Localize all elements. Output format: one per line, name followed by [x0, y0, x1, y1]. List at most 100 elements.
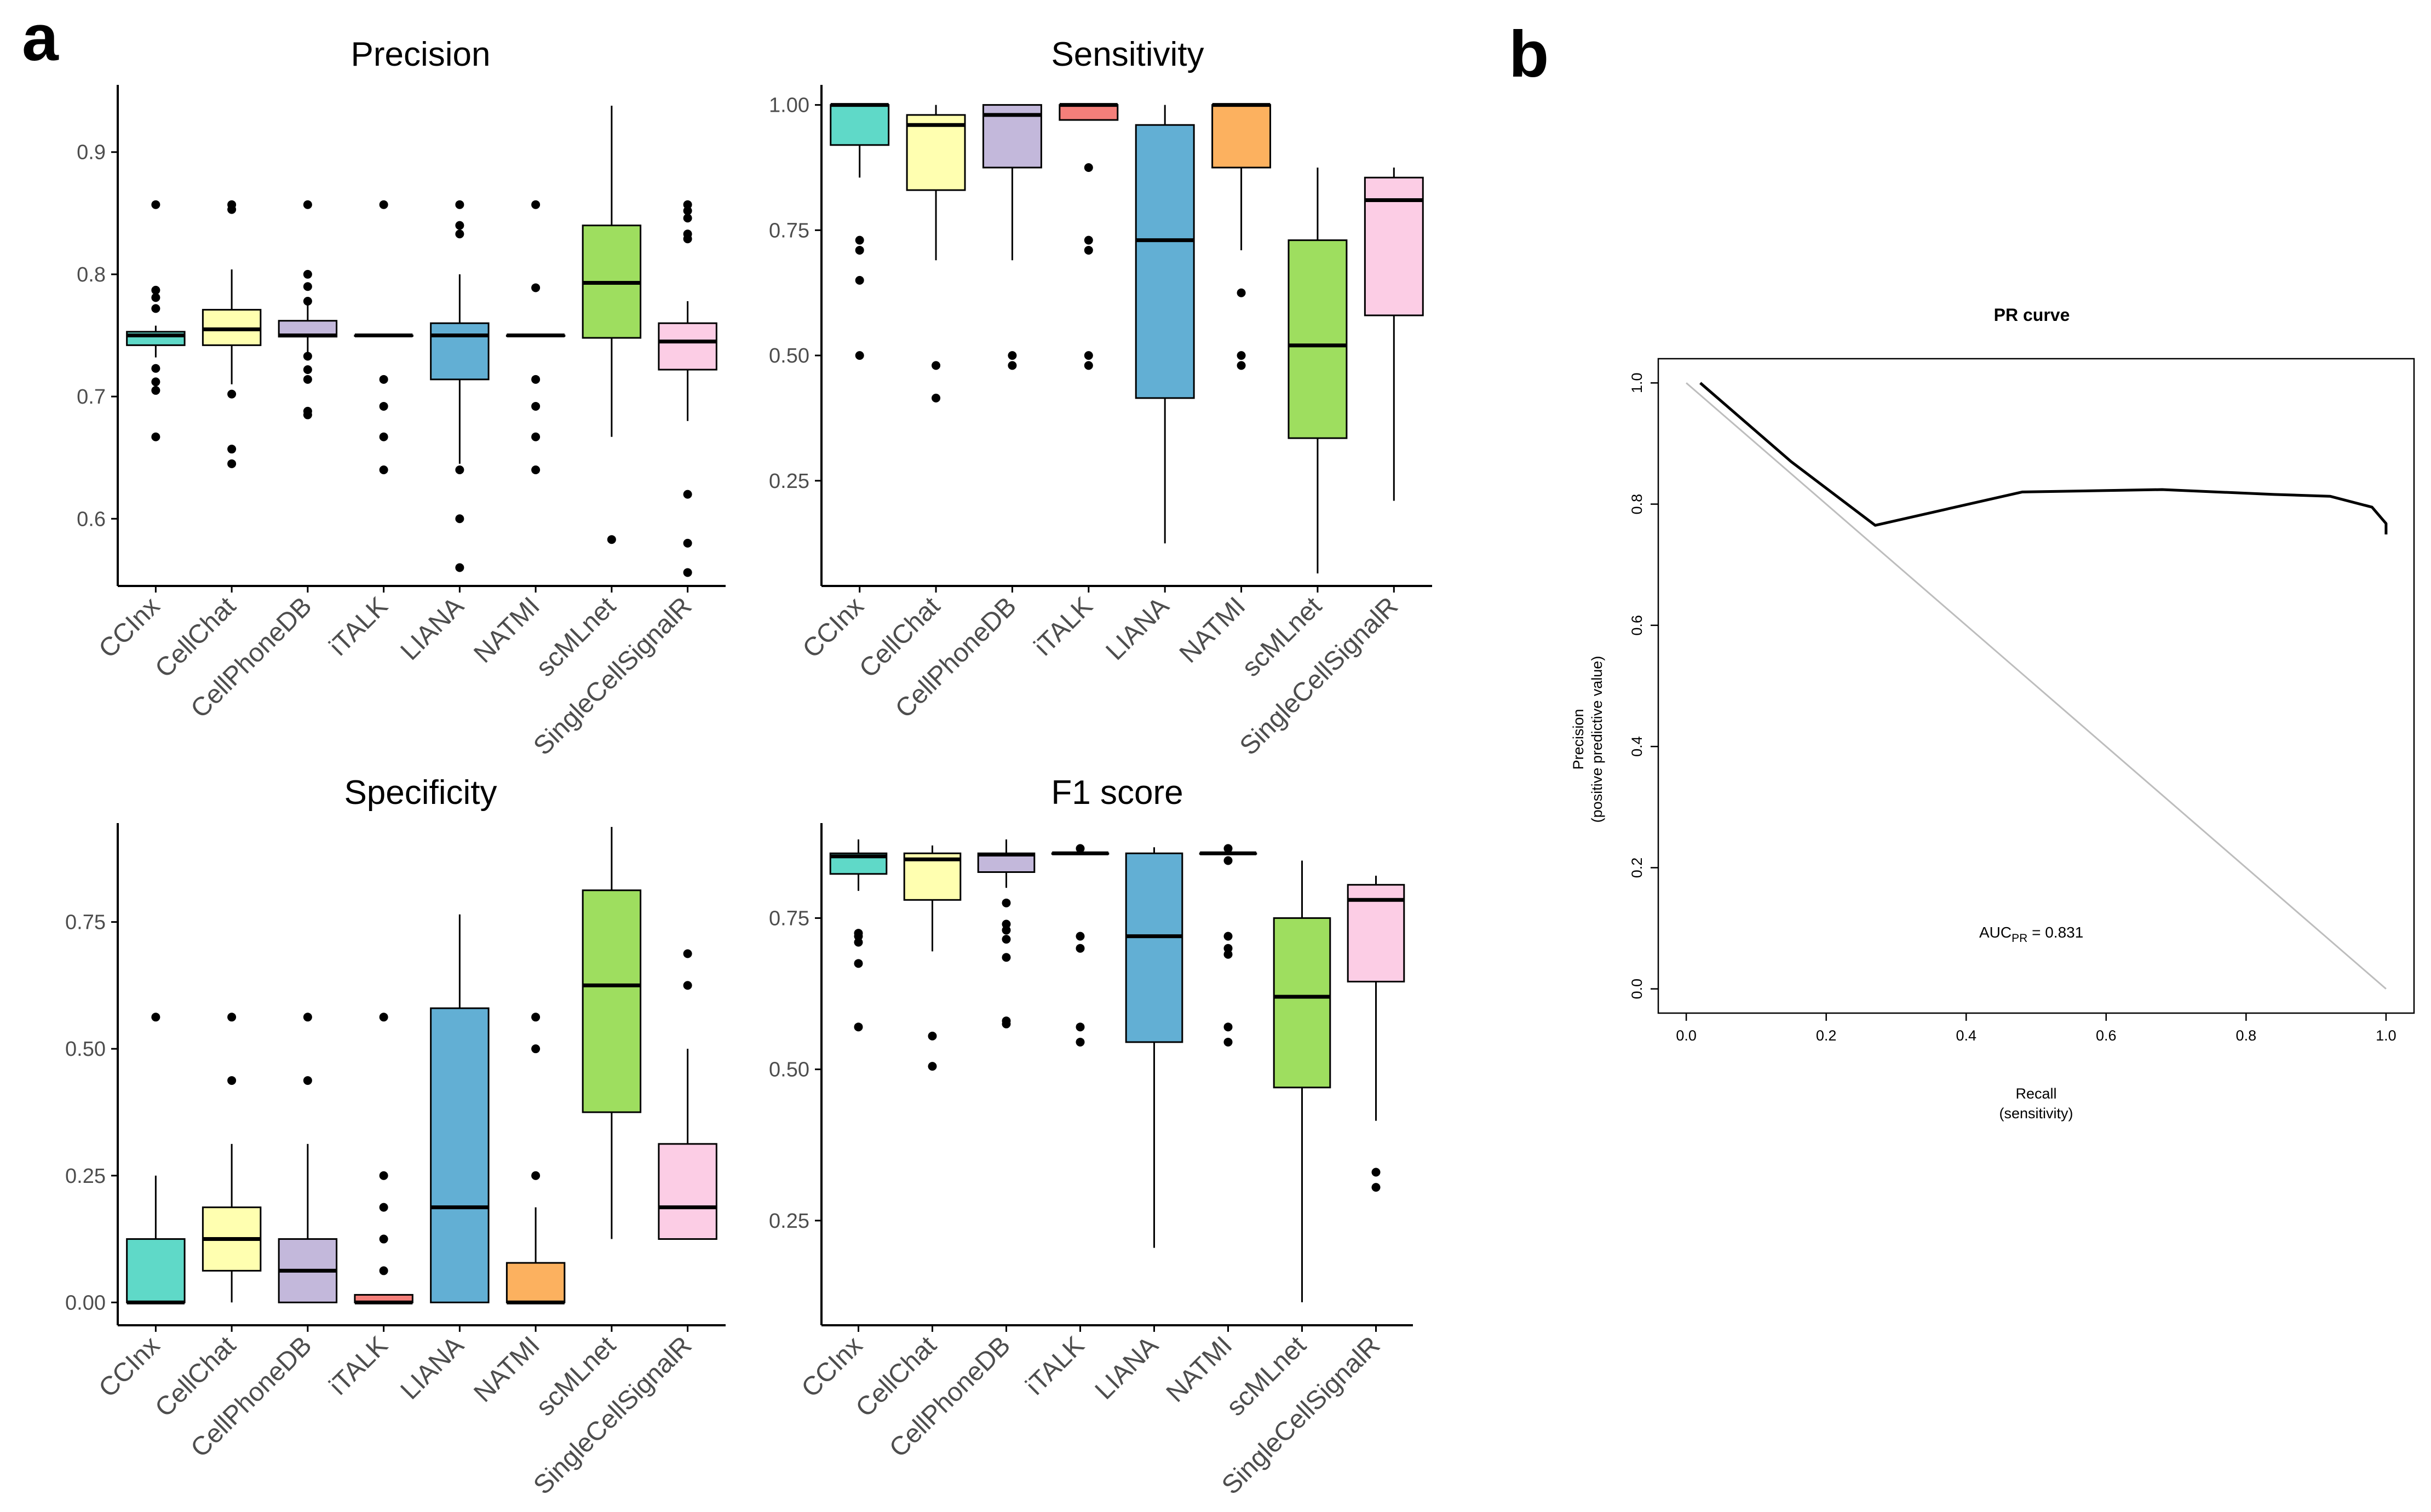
- f1-score-x-tick-label: LIANA: [1090, 1331, 1164, 1405]
- specificity-outlier-point: [531, 1171, 541, 1180]
- precision-outlier-point: [379, 401, 388, 411]
- specificity-title: Specificity: [344, 774, 497, 812]
- precision-outlier-point: [151, 377, 160, 387]
- specificity-outlier-point: [227, 1013, 237, 1022]
- f1-score-x-tick-label: CCInx: [796, 1331, 869, 1403]
- pr-y-axis-sublabel: (positive predictive value): [1589, 656, 1605, 823]
- f1-score-outlier-point: [1371, 1168, 1381, 1177]
- precision-outlier-point: [455, 229, 464, 239]
- precision-outlier-point: [303, 365, 312, 374]
- precision-outlier-point: [227, 389, 237, 399]
- precision-outlier-point: [227, 459, 237, 468]
- panel-label-b: b: [1509, 18, 1549, 91]
- f1-score-outlier-point: [1002, 898, 1011, 907]
- precision-outlier-point: [151, 293, 160, 302]
- f1-score-outlier-point: [1076, 1037, 1085, 1047]
- sensitivity-y-tick-label: 0.50: [769, 344, 809, 367]
- pr-curve-line: [1699, 382, 2388, 534]
- precision-outlier-point: [531, 375, 541, 384]
- f1-score-y-tick-label: 0.75: [769, 907, 809, 930]
- precision-outlier-point: [531, 432, 541, 441]
- sensitivity-outlier-point: [855, 235, 864, 245]
- precision-x-tick-label: iTALK: [324, 591, 393, 661]
- precision-outlier-point: [151, 200, 160, 209]
- pr-curve-chart: PR curve Recall (sensitivity) Precision …: [1570, 305, 2415, 1122]
- precision-outlier-point: [303, 200, 312, 209]
- specificity-outlier-point: [683, 949, 692, 958]
- f1-score-outlier-point: [1002, 953, 1011, 962]
- f1-score-outlier-point: [1223, 844, 1233, 853]
- precision-outlier-point: [303, 269, 312, 279]
- specificity-box-ccinx: [126, 1238, 186, 1303]
- specificity-x-tick-label: LIANA: [395, 1331, 470, 1405]
- specificity-outlier-point: [227, 1076, 237, 1085]
- precision-y-tick-label: 0.6: [77, 508, 106, 531]
- specificity-x-tick-label: iTALK: [324, 1331, 393, 1400]
- precision-x-tick-label: NATMI: [468, 591, 545, 669]
- f1-score-outlier-point: [1223, 1037, 1233, 1047]
- f1-score-outlier-point: [928, 1062, 937, 1071]
- f1-score-box-liana: [1125, 852, 1183, 1043]
- sensitivity-box-ccinx: [830, 104, 890, 146]
- precision-outlier-point: [379, 465, 388, 474]
- auc-annotation: AUCPR = 0.831: [1979, 924, 2083, 945]
- sensitivity-outlier-point: [1237, 288, 1246, 297]
- specificity-outlier-point: [151, 1013, 160, 1022]
- auc-value: = 0.831: [2027, 924, 2083, 941]
- precision-outlier-point: [303, 297, 312, 306]
- precision-outlier-point: [227, 445, 237, 454]
- specificity-box-scmlnet: [582, 889, 642, 1113]
- f1-score-outlier-point: [1076, 844, 1085, 853]
- precision-outlier-point: [151, 386, 160, 395]
- precision-outlier-point: [531, 401, 541, 411]
- precision-outlier-point: [531, 283, 541, 292]
- f1-score-outlier-point: [1223, 856, 1233, 865]
- f1-score-outlier-point: [854, 932, 863, 941]
- precision-outlier-point: [455, 200, 464, 209]
- precision-x-tick-label: LIANA: [395, 591, 470, 666]
- sensitivity-box-scmlnet: [1288, 239, 1348, 439]
- precision-outlier-point: [303, 352, 312, 361]
- f1-score-y-tick-label: 0.50: [769, 1059, 809, 1082]
- precision-y-tick-label: 0.7: [77, 386, 106, 409]
- specificity-y-tick-label: 0.50: [65, 1038, 106, 1061]
- sensitivity-outlier-point: [1084, 163, 1093, 172]
- precision-outlier-point: [683, 538, 692, 548]
- specificity-outlier-point: [303, 1076, 312, 1085]
- precision-outlier-point: [683, 568, 692, 577]
- specificity-outlier-point: [379, 1013, 388, 1022]
- pr-y-tick-label: 0.8: [1629, 494, 1645, 515]
- f1-score-outlier-point: [1076, 944, 1085, 953]
- specificity-y-tick-label: 0.75: [65, 911, 106, 934]
- sensitivity-y-tick-label: 0.75: [769, 219, 809, 242]
- f1-score-title: F1 score: [1051, 774, 1183, 812]
- precision-box-singlecellsignalr: [658, 322, 717, 371]
- sensitivity-box-cellchat: [906, 114, 966, 191]
- pr-curve-title: PR curve: [1994, 305, 2070, 325]
- f1-score-outlier-point: [1223, 932, 1233, 941]
- pr-plot-frame: [1657, 358, 2415, 1014]
- f1-score-outlier-point: [1223, 944, 1233, 953]
- f1-score-boxplot: F1 score 0.250.500.75CCInxCellChatCellPh…: [769, 774, 1413, 1500]
- f1-score-outlier-point: [1371, 1183, 1381, 1192]
- f1-score-outlier-point: [854, 959, 863, 968]
- precision-outlier-point: [455, 563, 464, 572]
- sensitivity-outlier-point: [932, 393, 941, 403]
- specificity-y-tick-label: 0.00: [65, 1291, 106, 1314]
- precision-outlier-point: [455, 514, 464, 524]
- sensitivity-outlier-point: [1084, 235, 1093, 245]
- specificity-x-tick-label: CCInx: [93, 1331, 165, 1403]
- precision-outlier-point: [151, 285, 160, 295]
- precision-outlier-point: [151, 304, 160, 313]
- precision-outlier-point: [303, 375, 312, 384]
- pr-y-axis-label: Precision: [1570, 709, 1587, 769]
- specificity-y-tick-label: 0.25: [65, 1165, 106, 1188]
- sensitivity-y-tick-label: 1.00: [769, 94, 809, 117]
- pr-x-tick-label: 1.0: [2376, 1027, 2396, 1044]
- precision-title: Precision: [351, 36, 491, 73]
- sensitivity-x-tick-label: CCInx: [797, 591, 870, 664]
- precision-outlier-point: [151, 432, 160, 441]
- sensitivity-box-italk: [1059, 104, 1119, 121]
- panel-label-a: a: [22, 1, 59, 74]
- precision-outlier-point: [227, 205, 237, 214]
